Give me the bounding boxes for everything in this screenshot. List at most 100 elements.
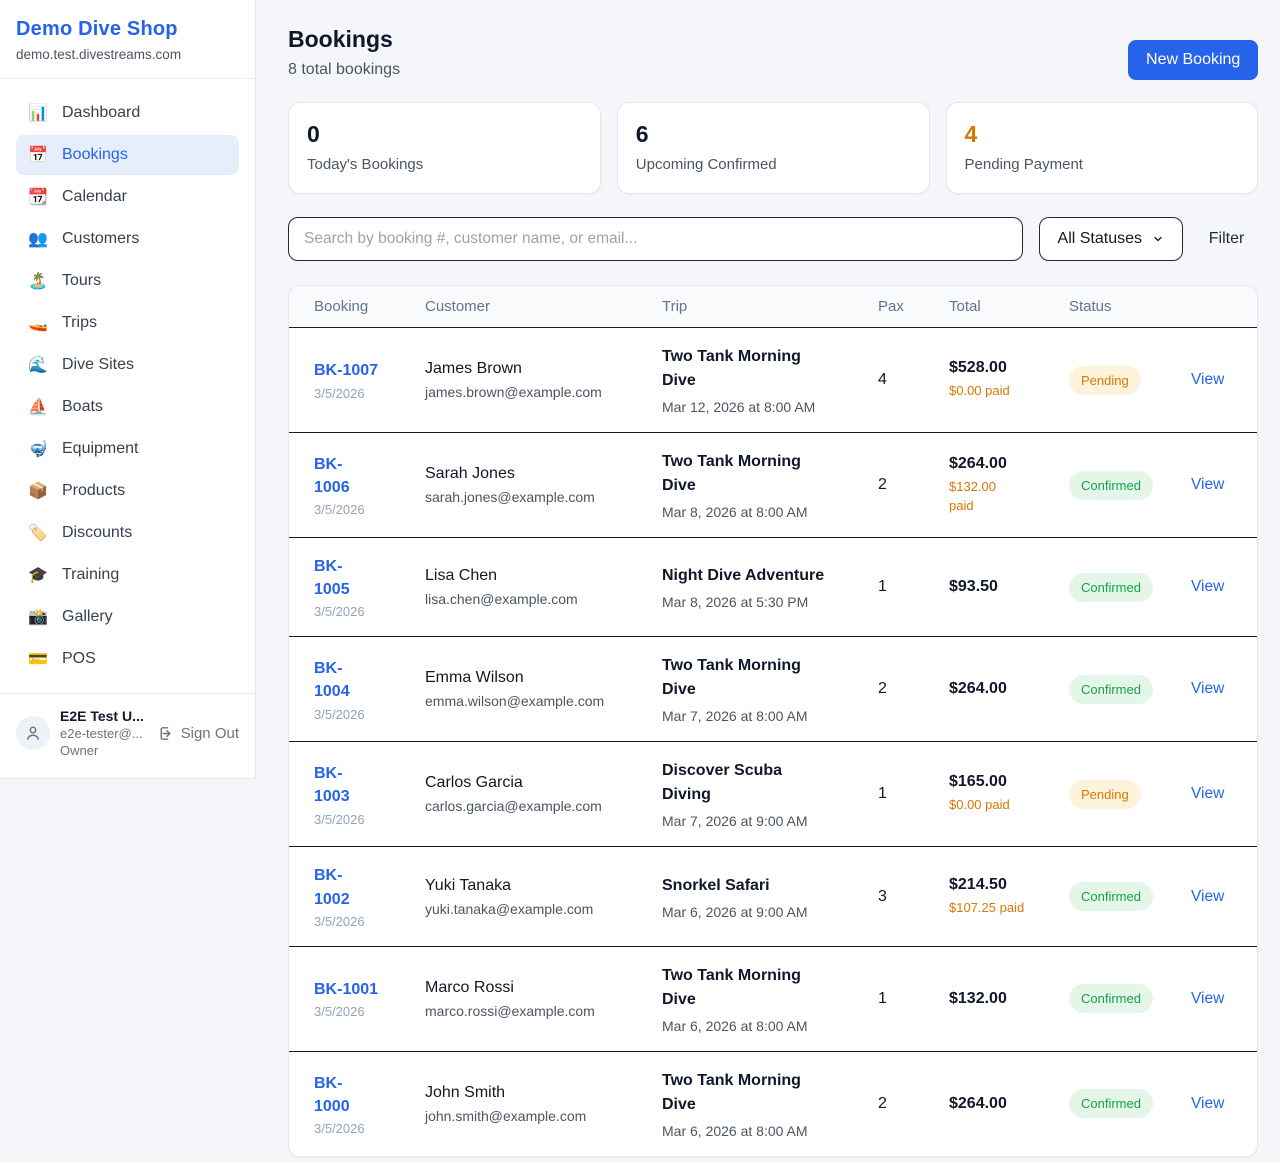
- trip-name: Night Dive Adventure: [662, 567, 825, 585]
- booking-link[interactable]: BK- 1000: [314, 1074, 350, 1115]
- booking-date: 3/5/2026: [314, 913, 365, 929]
- view-link[interactable]: View: [1191, 578, 1225, 596]
- sidebar-item-dashboard[interactable]: 📊 Dashboard: [16, 93, 239, 133]
- view-link[interactable]: View: [1191, 989, 1225, 1007]
- customer-name: Marco Rossi: [425, 978, 514, 996]
- sidebar-item-discounts[interactable]: 🏷️ Discounts: [16, 513, 239, 553]
- status-cell: Confirmed: [1069, 1089, 1191, 1119]
- view-link[interactable]: View: [1191, 680, 1225, 698]
- view-cell: View: [1191, 990, 1232, 1008]
- booking-cell: BK-1001 3/5/2026: [314, 978, 425, 1019]
- gallery-camera-icon: 📸: [28, 609, 48, 626]
- column-header-pax: Pax: [878, 298, 904, 315]
- sidebar-item-tours[interactable]: 🏝️ Tours: [16, 261, 239, 301]
- sidebar-item-trips[interactable]: 🚤 Trips: [16, 303, 239, 343]
- sidebar-item-label: Training: [62, 566, 120, 583]
- view-link[interactable]: View: [1191, 371, 1225, 388]
- booking-cell: BK- 1006 3/5/2026: [314, 453, 425, 517]
- trip-datetime: Mar 8, 2026 at 8:00 AM: [662, 504, 808, 520]
- customer-cell: Carlos Garcia carlos.garcia@example.com: [425, 774, 662, 814]
- sidebar-item-training[interactable]: 🎓 Training: [16, 555, 239, 595]
- page-header: Bookings 8 total bookings New Booking: [288, 26, 1259, 80]
- sidebar-item-bookings[interactable]: 📅 Bookings: [16, 135, 239, 175]
- sign-out-button[interactable]: Sign Out: [157, 725, 239, 742]
- stat-label: Pending Payment: [964, 156, 1083, 173]
- view-link[interactable]: View: [1191, 476, 1225, 493]
- booking-cell: BK- 1004 3/5/2026: [314, 657, 425, 721]
- stat-card: 6 Upcoming Confirmed: [616, 102, 930, 194]
- sidebar-item-dive-sites[interactable]: 🌊 Dive Sites: [16, 345, 239, 385]
- sidebar-item-pos[interactable]: 💳 POS: [16, 639, 239, 679]
- booking-link[interactable]: BK- 1002: [314, 867, 350, 908]
- table-row: BK- 1003 3/5/2026 Carlos Garcia carlos.g…: [289, 742, 1258, 848]
- dashboard-chart-icon: 📊: [28, 105, 48, 122]
- total-cell: $528.00 $0.00 paid: [949, 359, 1069, 401]
- sidebar-item-label: Customers: [62, 230, 140, 247]
- sidebar-item-boats[interactable]: ⛵ Boats: [16, 387, 239, 427]
- booking-date: 3/5/2026: [314, 1004, 365, 1020]
- booking-cell: BK- 1002 3/5/2026: [314, 864, 425, 928]
- view-link[interactable]: View: [1191, 785, 1225, 803]
- customer-cell: Marco Rossi marco.rossi@example.com: [425, 979, 662, 1019]
- booking-link[interactable]: BK-1007: [314, 362, 379, 380]
- pax-value: 2: [878, 1094, 887, 1112]
- column-header-booking: Booking: [314, 298, 369, 315]
- total-cell: $214.50 $107.25 paid: [949, 876, 1069, 918]
- discounts-tag-icon: 🏷️: [28, 525, 48, 542]
- table-row: BK- 1006 3/5/2026 Sarah Jones sarah.jone…: [289, 433, 1258, 538]
- view-link[interactable]: View: [1191, 1094, 1225, 1112]
- trip-name: Snorkel Safari: [662, 876, 770, 894]
- booking-date: 3/5/2026: [314, 604, 365, 620]
- pax-value: 1: [878, 578, 887, 596]
- bookings-table: Booking Customer Trip Pax Total Status BK-100…: [288, 285, 1259, 1157]
- sidebar-item-calendar[interactable]: 📆 Calendar: [16, 177, 239, 217]
- search-input[interactable]: [288, 217, 1023, 261]
- paid-amount: $0.00 paid: [949, 383, 1010, 399]
- booking-date: 3/5/2026: [314, 502, 365, 518]
- booking-cell: BK-1007 3/5/2026: [314, 359, 425, 400]
- view-link[interactable]: View: [1191, 887, 1225, 905]
- booking-link[interactable]: BK- 1003: [314, 765, 350, 806]
- main-content: Bookings 8 total bookings New Booking 0 …: [256, 0, 1280, 1162]
- booking-cell: BK- 1005 3/5/2026: [314, 555, 425, 619]
- status-filter-select[interactable]: All Statuses: [1038, 217, 1183, 261]
- paid-amount: $0.00 paid: [949, 797, 1010, 813]
- booking-link[interactable]: BK- 1005: [314, 558, 350, 599]
- filter-button[interactable]: Filter: [1208, 230, 1245, 247]
- customer-email: john.smith@example.com: [425, 1107, 587, 1124]
- new-booking-button[interactable]: New Booking: [1128, 40, 1259, 80]
- customer-cell: Emma Wilson emma.wilson@example.com: [425, 669, 662, 709]
- customer-email: carlos.garcia@example.com: [425, 798, 602, 815]
- trip-datetime: Mar 6, 2026 at 9:00 AM: [662, 903, 808, 920]
- booking-link[interactable]: BK- 1004: [314, 660, 350, 701]
- logout-icon: [160, 726, 171, 740]
- sidebar-item-customers[interactable]: 👥 Customers: [16, 219, 239, 259]
- trip-cell: Two Tank Morning Dive Mar 12, 2026 at 8:…: [662, 345, 878, 415]
- sidebar-item-label: Dive Sites: [62, 356, 135, 373]
- user-avatar: [16, 716, 50, 750]
- customer-email: marco.rossi@example.com: [425, 1002, 595, 1019]
- booking-date: 3/5/2026: [314, 811, 365, 827]
- sidebar-item-gallery[interactable]: 📸 Gallery: [16, 597, 239, 637]
- pax-value: 3: [878, 887, 887, 905]
- stat-label: Today's Bookings: [307, 156, 424, 173]
- booking-link[interactable]: BK- 1006: [314, 455, 350, 496]
- boats-sailboat-icon: ⛵: [28, 399, 48, 416]
- status-badge: Pending: [1069, 779, 1141, 809]
- sidebar-item-equipment[interactable]: 🤿 Equipment: [16, 429, 239, 469]
- sidebar-nav: 📊 Dashboard 📅 Bookings 📆 Calendar 👥 Cust…: [0, 79, 255, 693]
- trip-datetime: Mar 12, 2026 at 8:00 AM: [662, 399, 816, 415]
- sidebar-item-products[interactable]: 📦 Products: [16, 471, 239, 511]
- pax-value: 2: [878, 680, 887, 698]
- booking-cell: BK- 1003 3/5/2026: [314, 762, 425, 826]
- total-cell: $132.00: [949, 990, 1069, 1008]
- booking-link[interactable]: BK-1001: [314, 981, 379, 999]
- customer-email: sarah.jones@example.com: [425, 489, 595, 505]
- total-cell: $264.00 $132.00 paid: [949, 455, 1069, 516]
- customer-email: lisa.chen@example.com: [425, 591, 578, 608]
- trip-name: Two Tank Morning Dive: [662, 348, 801, 389]
- products-package-icon: 📦: [28, 483, 48, 500]
- sidebar-footer: E2E Test U... e2e-tester@... Owner Sign …: [0, 693, 255, 778]
- table-body: BK-1007 3/5/2026 James Brown james.brown…: [289, 328, 1258, 1156]
